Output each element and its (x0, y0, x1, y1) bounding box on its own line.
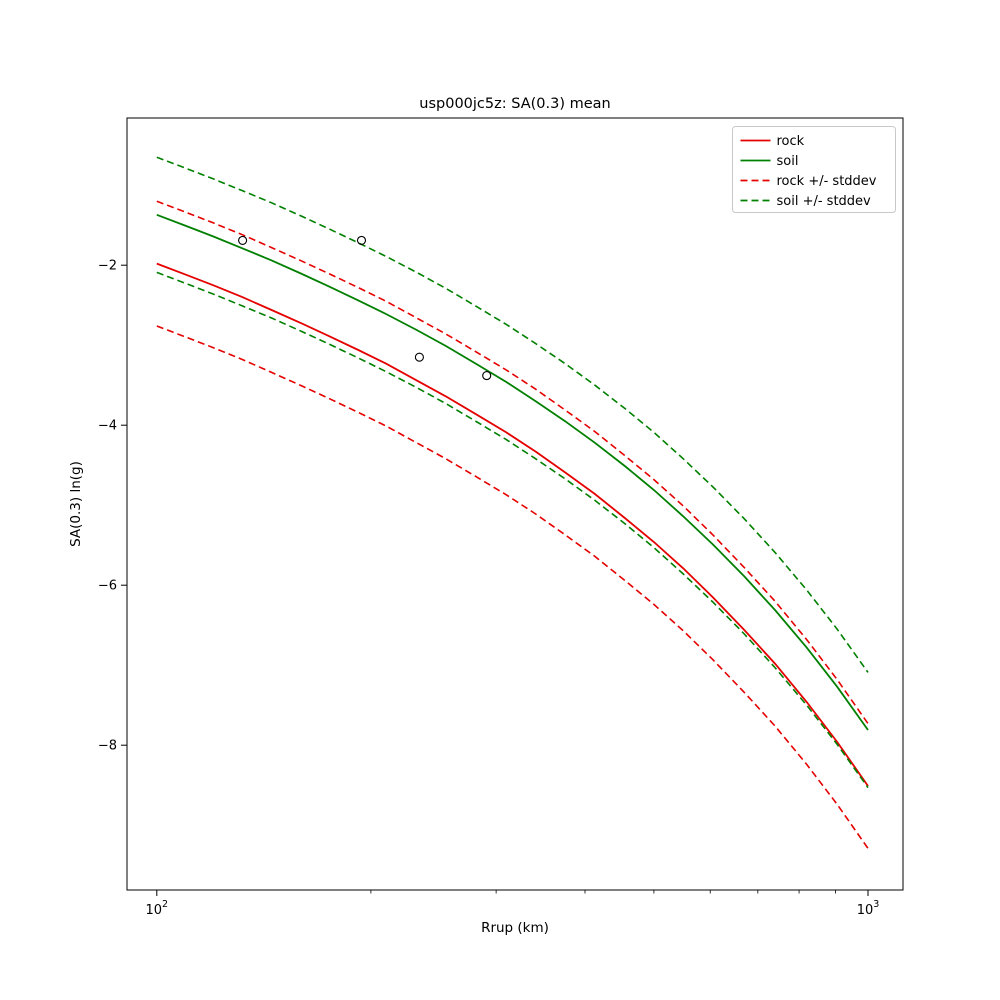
scatter-point (414, 352, 424, 362)
chart-title: usp000jc5z: SA(0.3) mean (419, 96, 610, 112)
scatter-point (482, 371, 492, 381)
curve-rock-minus-stddev (156, 325, 869, 849)
legend-label: soil (777, 154, 799, 169)
curve-rock-plus-stddev (156, 200, 869, 725)
legend-label: soil +/- stddev (777, 194, 872, 209)
plot-border (126, 117, 904, 891)
y-axis-label: SA(0.3) ln(g) (68, 461, 84, 547)
curve-soil-mean (156, 213, 869, 731)
y-tick-label: −6 (98, 579, 117, 594)
y-tick-label: −4 (98, 419, 117, 434)
scatter-point (356, 235, 367, 245)
scatter-points (238, 235, 492, 381)
legend-label: rock +/- stddev (777, 174, 877, 189)
x-tick-label: 102 (146, 899, 169, 918)
legend-label: rock (777, 134, 805, 149)
curves (156, 156, 869, 849)
y-tick-label: −8 (98, 739, 117, 754)
curve-soil-plus-stddev (156, 156, 869, 673)
x-tick-label: 103 (857, 899, 880, 918)
x-axis-label: Rrup (km) (481, 920, 549, 936)
curve-rock-mean (156, 262, 869, 787)
legend: rock soil rock +/- stddev soil +/- stddev (732, 126, 896, 213)
scatter-point (238, 235, 248, 245)
axes: 102 103 −2 −4 −6 −8 (98, 117, 904, 918)
curve-soil-minus-stddev (156, 271, 869, 789)
legend-box (732, 126, 896, 213)
y-tick-label: −2 (98, 259, 117, 274)
